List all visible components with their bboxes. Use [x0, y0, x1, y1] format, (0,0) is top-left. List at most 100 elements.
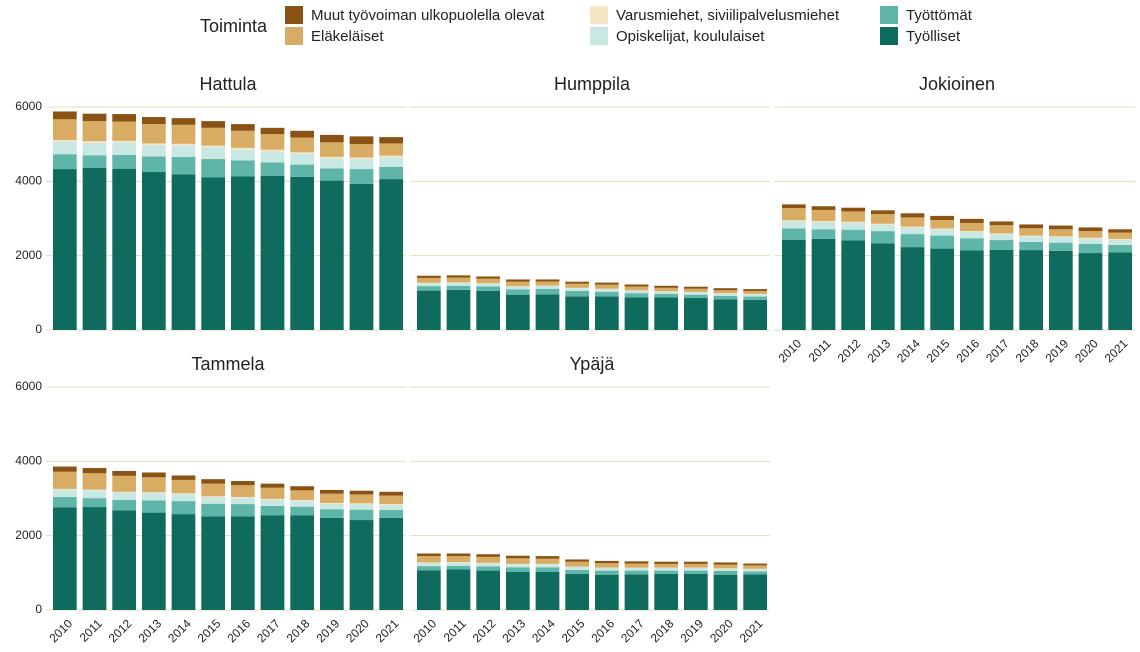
bar-segment: [535, 571, 560, 610]
bar-segment: [349, 136, 374, 145]
bar-segment: [319, 493, 344, 503]
x-tick-label: 2019: [313, 616, 342, 645]
x-tick-label: 2015: [559, 616, 588, 645]
bar-segment: [141, 124, 166, 144]
bar-segment: [319, 180, 344, 330]
bar-segment: [201, 496, 226, 498]
x-tick-label: 2016: [953, 336, 982, 365]
legend-label: Muut työvoiman ulkopuolella olevat: [311, 7, 545, 24]
x-tick-label: 2012: [835, 336, 864, 365]
bar-segment: [82, 507, 107, 610]
bar-segment: [82, 155, 107, 168]
bar-segment: [1108, 232, 1133, 239]
bar-segment: [811, 209, 836, 222]
bar-segment: [654, 285, 679, 288]
bar-segment: [1048, 237, 1073, 243]
bar-segment: [1019, 241, 1044, 251]
bar-segment: [290, 137, 315, 153]
bar-segment: [476, 563, 501, 567]
bar-segment: [112, 154, 137, 169]
legend-label: Eläkeläiset: [311, 28, 384, 45]
legend-swatch: [590, 27, 608, 45]
bar-segment: [713, 293, 738, 296]
bar-segment: [82, 141, 107, 143]
bar-segment: [52, 111, 77, 120]
bar-segment: [654, 568, 679, 571]
bar-segment: [171, 145, 196, 157]
bar-segment: [52, 119, 77, 141]
bar-segment: [349, 183, 374, 330]
x-tick-label: 2017: [618, 616, 647, 645]
bar-segment: [112, 475, 137, 492]
bar-segment: [476, 554, 501, 557]
bar-segment: [171, 174, 196, 330]
bar-segment: [594, 568, 619, 571]
bar-segment: [476, 278, 501, 284]
bar-segment: [230, 516, 255, 610]
bar-segment: [535, 288, 560, 295]
bar-segment: [713, 290, 738, 294]
bar-segment: [141, 144, 166, 157]
bar-segment: [201, 127, 226, 146]
bar-segment: [624, 570, 649, 575]
bar-segment: [900, 227, 925, 235]
legend-swatch: [285, 27, 303, 45]
bar-segment: [446, 289, 471, 330]
bar-segment: [535, 558, 560, 564]
bar-segment: [52, 488, 77, 490]
bar-segment: [379, 143, 404, 156]
bar-segment: [1048, 225, 1073, 230]
bar-segment: [535, 564, 560, 568]
bar-segment: [171, 143, 196, 146]
bar-segment: [870, 243, 895, 330]
bar-segment: [1048, 229, 1073, 237]
bar-segment: [476, 286, 501, 291]
bar-segment: [594, 560, 619, 564]
x-tick-label: 2020: [1072, 336, 1101, 365]
bar-segment: [141, 492, 166, 493]
bar-segment: [683, 573, 708, 610]
y-tick-label: 6000: [15, 379, 42, 393]
bar-segment: [594, 291, 619, 297]
bar-segment: [743, 574, 768, 610]
bar-segment: [349, 509, 374, 521]
bar-segment: [416, 277, 441, 283]
bar-segment: [841, 207, 866, 212]
bar-segment: [171, 501, 196, 515]
bar-segment: [416, 553, 441, 557]
y-tick-label: 6000: [15, 99, 42, 113]
bar-segment: [870, 214, 895, 224]
bar-segment: [989, 225, 1014, 234]
bar-segment: [379, 155, 404, 158]
bar-segment: [349, 144, 374, 158]
bar-segment: [870, 224, 895, 232]
bar-segment: [1019, 250, 1044, 330]
bar-segment: [319, 517, 344, 610]
bar-segment: [624, 574, 649, 610]
x-tick-label: 2014: [165, 616, 194, 645]
bar-segment: [505, 571, 530, 610]
bar-segment: [505, 286, 530, 290]
bar-segment: [82, 473, 107, 490]
bar-segment: [683, 563, 708, 568]
bar-segment: [743, 289, 768, 291]
bar-segment: [290, 490, 315, 500]
x-tick-label: 2018: [284, 616, 313, 645]
bar-segment: [959, 231, 984, 239]
bar-segment: [141, 172, 166, 330]
x-tick-label: 2018: [1013, 336, 1042, 365]
bar-segment: [446, 556, 471, 563]
bar-segment: [349, 520, 374, 610]
bar-segment: [52, 154, 77, 170]
bar-segment: [654, 561, 679, 564]
bar-segment: [52, 507, 77, 610]
panel-title: Ypäjä: [570, 354, 616, 374]
bar-segment: [319, 168, 344, 181]
bar-segment: [230, 481, 255, 486]
bar-segment: [260, 483, 285, 488]
bar-segment: [52, 140, 77, 142]
bar-segment: [416, 290, 441, 330]
bar-segment: [379, 504, 404, 505]
bar-segment: [141, 477, 166, 493]
bar-segment: [230, 176, 255, 330]
